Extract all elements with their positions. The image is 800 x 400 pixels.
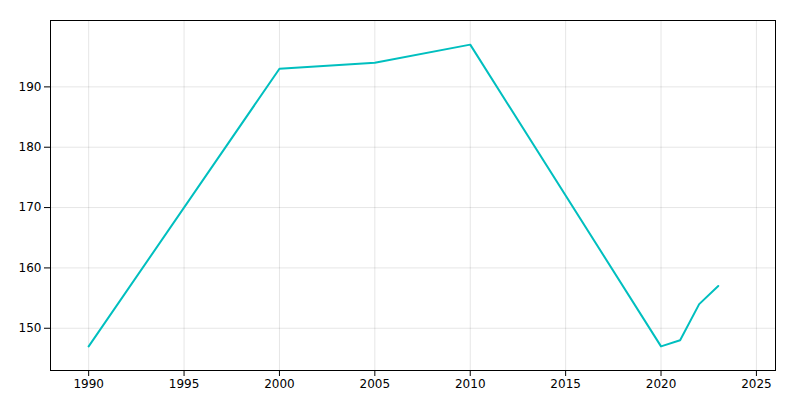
svg-text:2015: 2015 — [550, 377, 581, 391]
svg-text:2025: 2025 — [741, 377, 772, 391]
svg-text:180: 180 — [19, 140, 42, 154]
svg-text:2005: 2005 — [360, 377, 391, 391]
svg-text:1990: 1990 — [73, 377, 104, 391]
svg-text:2000: 2000 — [264, 377, 295, 391]
svg-text:1995: 1995 — [169, 377, 200, 391]
svg-text:190: 190 — [19, 80, 42, 94]
svg-text:170: 170 — [19, 200, 42, 214]
svg-text:2010: 2010 — [455, 377, 486, 391]
svg-text:2020: 2020 — [646, 377, 677, 391]
svg-text:150: 150 — [19, 321, 42, 335]
svg-text:160: 160 — [19, 261, 42, 275]
